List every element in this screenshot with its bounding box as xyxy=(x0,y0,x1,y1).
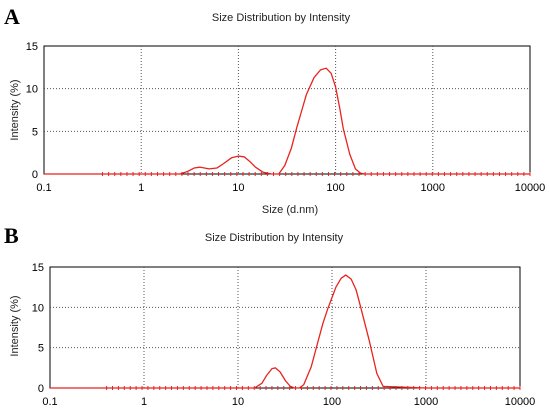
panel-a-x-tick-label: 10 xyxy=(232,182,244,194)
panel-a-y-tick-label: 0 xyxy=(32,169,38,181)
panel-b-y-tick-label: 10 xyxy=(32,302,44,314)
panel-a-title: Size Distribution by Intensity xyxy=(212,12,351,24)
chart-panel-a: A Size Distribution by Intensity 0.1 1 10 1… xyxy=(4,4,545,216)
panel-b-x-tick-label: 1 xyxy=(141,396,147,408)
panel-b-y-tick-label: 0 xyxy=(38,383,44,395)
chart-panel-b: B Size Distribution by Intensity 0.1 1 10 1… xyxy=(4,223,535,408)
panel-b-x-tick-label: 100 xyxy=(323,396,341,408)
panel-a-x-tick-label: 100 xyxy=(326,182,344,194)
panel-a-x-tick-label: 10000 xyxy=(515,182,546,194)
panel-a-y-axis-label: Intensity (%) xyxy=(9,79,21,140)
panel-b-x-tick-label: 1000 xyxy=(414,396,438,408)
panel-b-y-tick-label: 5 xyxy=(38,343,44,355)
panel-b-series-line-0 xyxy=(50,274,520,389)
panel-a-y-tick-label: 5 xyxy=(32,126,38,138)
panel-a-x-axis-label: Size (d.nm) xyxy=(262,204,318,216)
panel-b-y-tick-label: 15 xyxy=(32,262,44,274)
panel-b-x-tick-label: 10000 xyxy=(505,396,536,408)
panel-b-title: Size Distribution by Intensity xyxy=(205,232,344,244)
panel-a-series-line-0 xyxy=(44,67,530,175)
panel-a-letter: A xyxy=(4,4,20,29)
panel-a-x-tick-label: 0.1 xyxy=(36,182,51,194)
panel-a-y-tick-label: 15 xyxy=(26,41,38,53)
panel-b-plot-area: 0.1 1 10 100 1000 10000 0 5 10 15 xyxy=(32,262,536,408)
panel-a-y-tick-label: 10 xyxy=(26,84,38,96)
panel-a-x-tick-label: 1000 xyxy=(421,182,445,194)
panel-a-plot-area: 0.1 1 10 100 1000 10000 0 5 10 15 xyxy=(26,41,546,194)
panel-b-x-tick-label: 0.1 xyxy=(42,396,57,408)
panel-b-x-tick-label: 10 xyxy=(232,396,244,408)
panel-a-x-tick-label: 1 xyxy=(138,182,144,194)
panel-b-letter: B xyxy=(4,223,19,248)
panel-b-y-axis-label: Intensity (%) xyxy=(9,295,21,356)
panel-a-plot-border xyxy=(43,45,531,175)
panel-b-plot-border xyxy=(49,266,521,389)
